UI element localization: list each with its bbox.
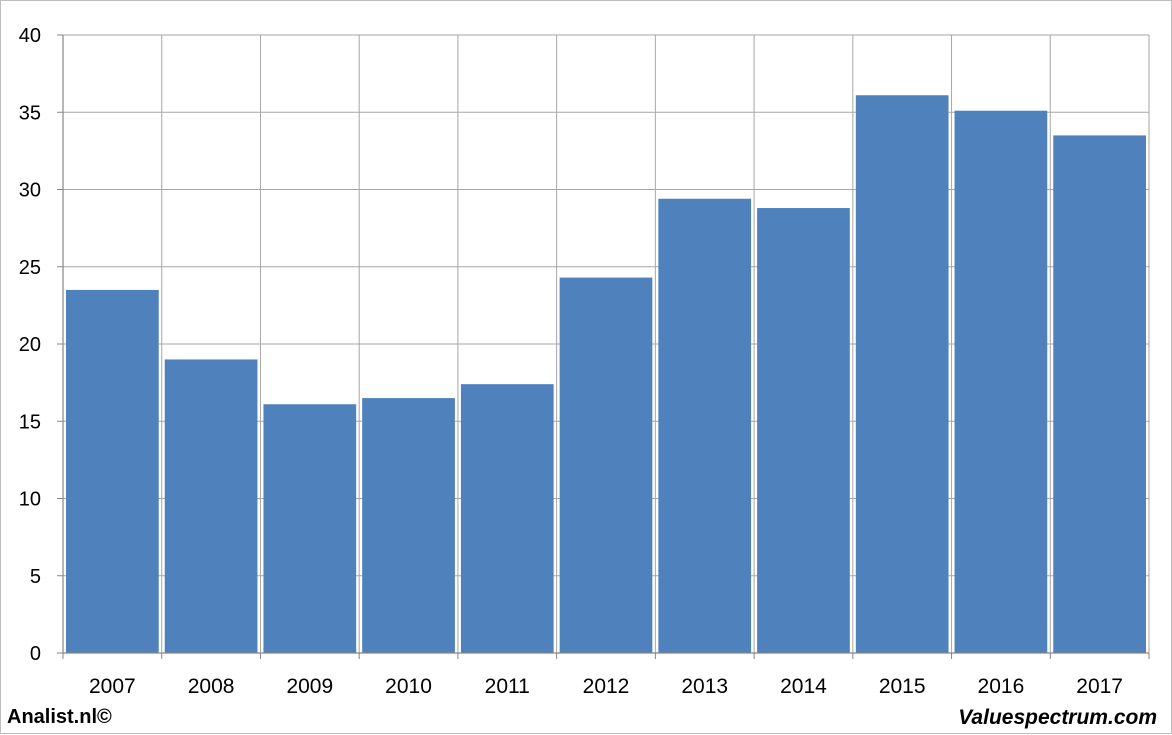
bar-2008 [164,359,258,653]
bar-2012 [559,277,653,653]
x-tick-label: 2015 [879,675,926,698]
y-tick-label: 30 [19,180,41,202]
x-tick-label: 2008 [188,675,235,698]
bar-2016 [954,110,1048,653]
y-tick-label: 40 [19,25,41,47]
source-label-left: Analist.nl© [7,706,112,728]
x-tick-label: 2010 [385,675,432,698]
y-tick-label: 35 [19,102,41,124]
y-tick-label: 15 [19,411,41,433]
bar-2014 [757,208,850,654]
y-tick-label: 0 [30,643,41,665]
x-tick-label: 2011 [485,675,530,698]
axis-layer: 0 5 10 15 20 25 30 35 40 2007 2008 2009 2010 2011 2012… [19,25,1150,698]
y-tick-label: 5 [30,566,41,588]
y-tick-label: 20 [19,334,41,356]
bar-2010 [362,398,455,653]
x-tick-label: 2013 [681,675,728,698]
bar-2011 [460,384,554,653]
bar-2007 [66,289,159,653]
y-tick-label: 25 [19,257,41,279]
x-tick-label: 2016 [978,675,1025,698]
bar-2009 [263,404,357,653]
x-tick-label: 2017 [1076,675,1123,698]
bar-2013 [658,198,752,653]
x-tick-label: 2009 [286,675,333,698]
y-tick-label: 10 [19,489,41,511]
x-tick-label: 2014 [780,675,827,698]
bar-2015 [855,95,949,653]
bar-2017 [1053,135,1146,654]
x-tick-label: 2007 [89,675,136,698]
bar-layer [66,95,1146,654]
x-tick-label: 2012 [583,675,630,698]
source-label-right: Valuespectrum.com [958,706,1157,729]
